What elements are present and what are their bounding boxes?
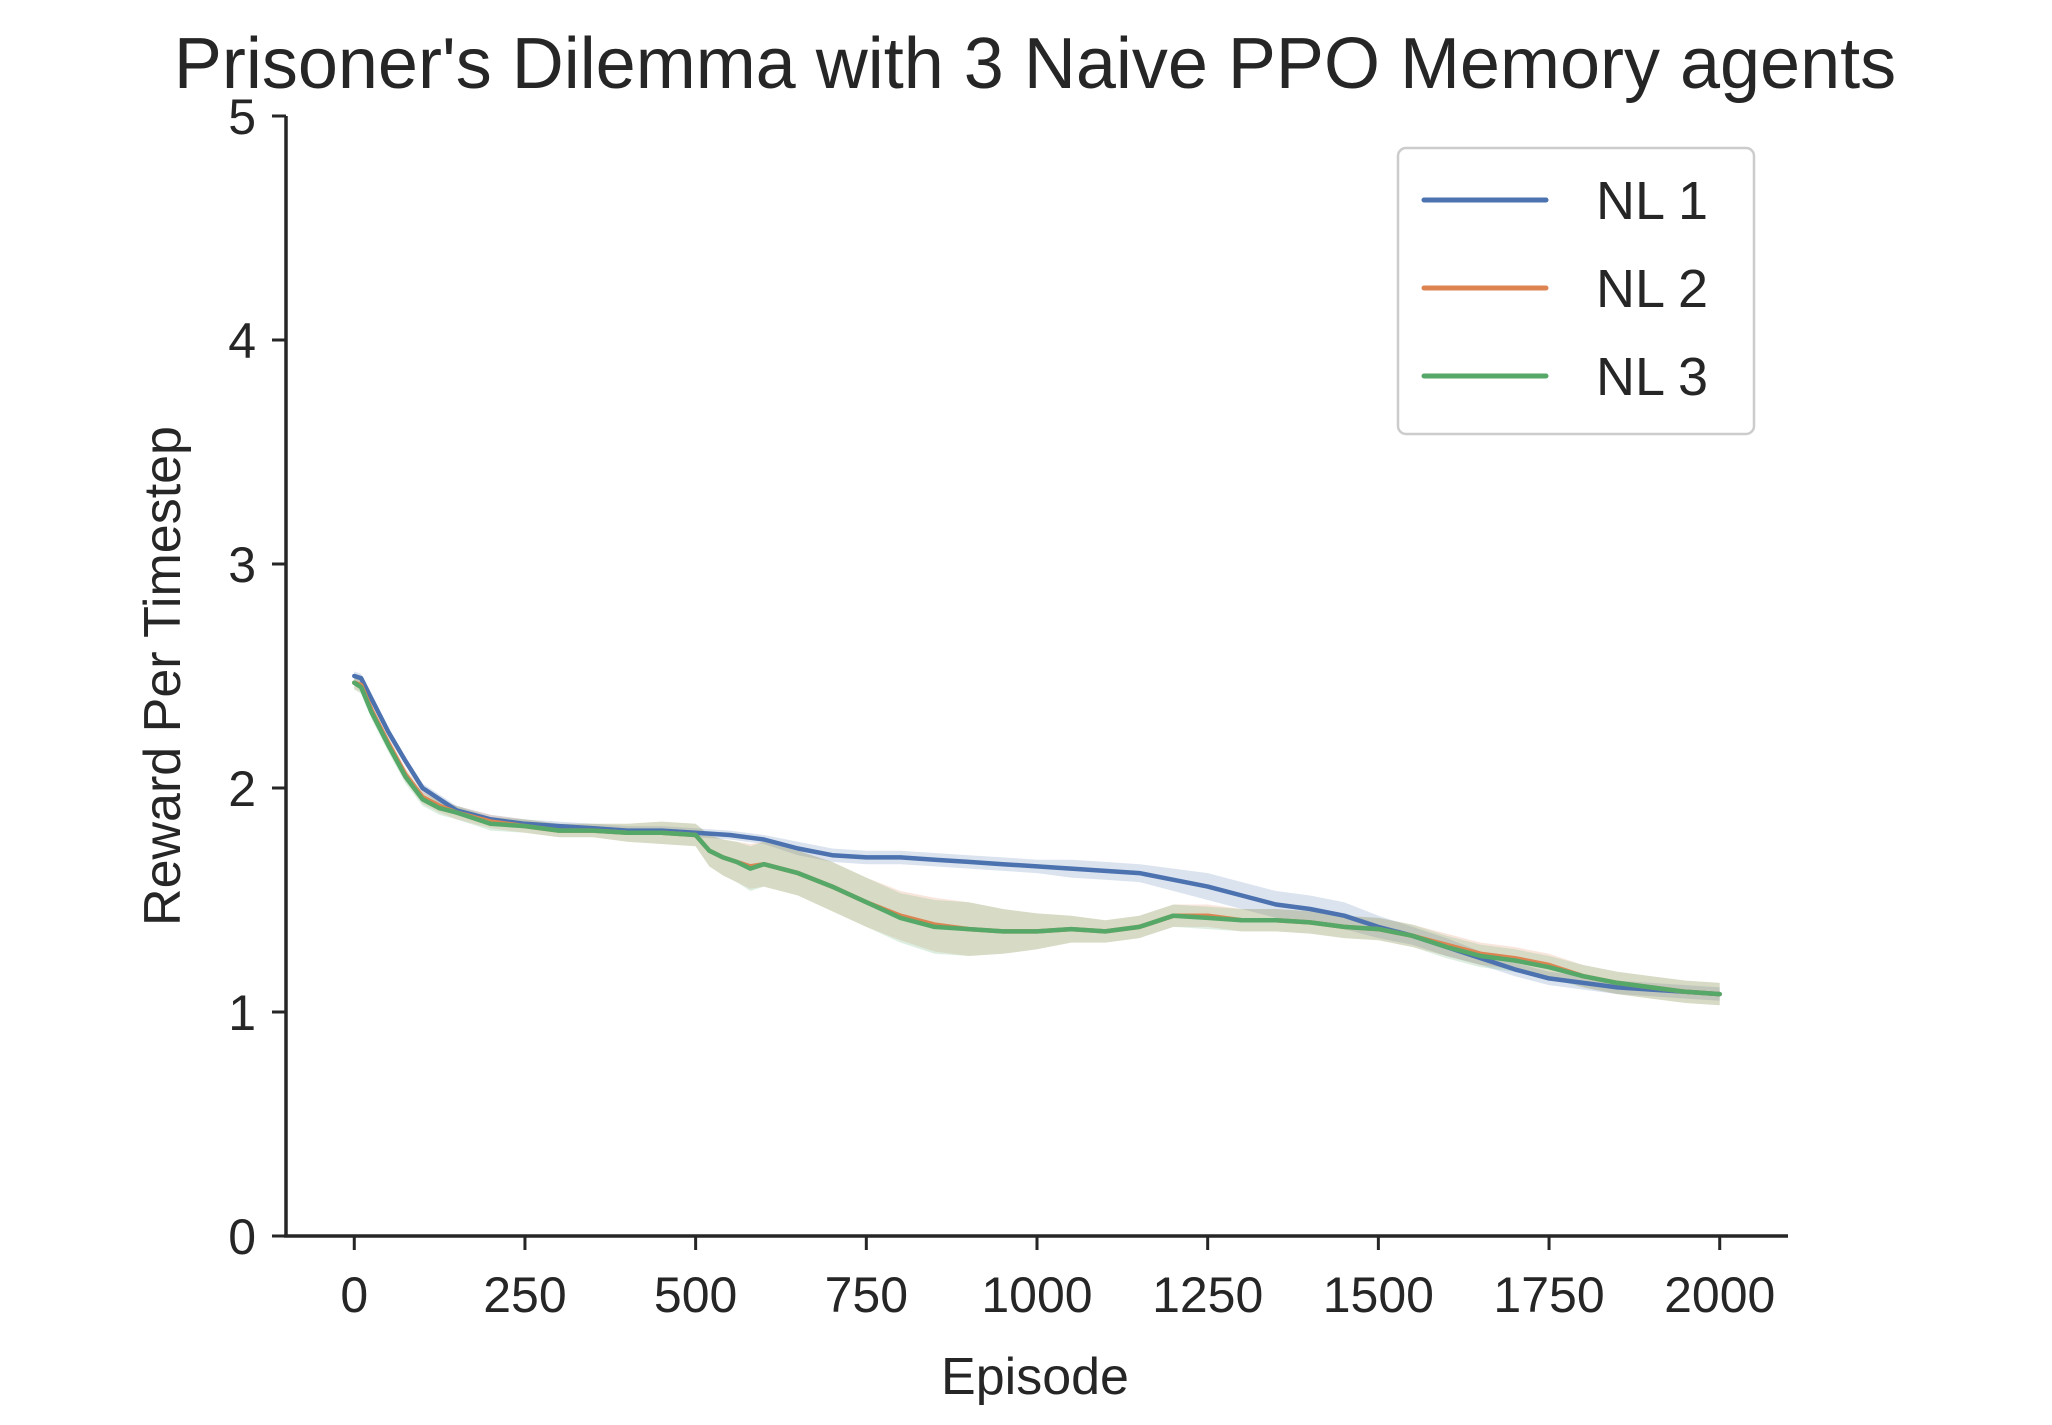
x-tick-label: 750	[825, 1267, 908, 1323]
series-band-3	[354, 676, 1720, 1006]
x-tick-label: 1500	[1323, 1267, 1434, 1323]
x-tick-label: 0	[340, 1267, 368, 1323]
x-tick-label: 1750	[1493, 1267, 1604, 1323]
x-tick-label: 2000	[1664, 1267, 1775, 1323]
series-lines	[352, 673, 1722, 997]
x-tick-label: 250	[483, 1267, 566, 1323]
legend-label-1: NL 1	[1596, 171, 1708, 231]
chart-title: Prisoner's Dilemma with 3 Naive PPO Memo…	[174, 24, 1896, 104]
x-tick-label: 500	[654, 1267, 737, 1323]
legend: NL 1 NL 2 NL 3	[1396, 146, 1756, 436]
series-band-2	[354, 676, 1720, 1006]
y-tick-label: 1	[228, 985, 256, 1041]
y-axis-label: Reward Per Timestep	[134, 426, 192, 926]
legend-label-2: NL 2	[1596, 259, 1708, 319]
y-tick-label: 3	[228, 537, 256, 593]
series-band-1	[354, 671, 1720, 1001]
x-tick-label: 1250	[1152, 1267, 1263, 1323]
x-tick-label: 1000	[981, 1267, 1092, 1323]
y-tick-label: 4	[228, 313, 256, 369]
x-ticks: 0 250 500 750 1000 1250 1500 1750 2000	[340, 1236, 1775, 1323]
legend-label-3: NL 3	[1596, 347, 1708, 407]
confidence-bands	[354, 671, 1720, 1006]
y-tick-label: 0	[228, 1209, 256, 1265]
y-tick-label: 5	[228, 89, 256, 145]
y-ticks: 0 1 2 3 4 5	[228, 89, 286, 1265]
y-tick-label: 2	[228, 761, 256, 817]
legend-frame	[1396, 146, 1756, 436]
x-axis-label: Episode	[941, 1348, 1129, 1406]
series-line-3	[352, 680, 1722, 997]
